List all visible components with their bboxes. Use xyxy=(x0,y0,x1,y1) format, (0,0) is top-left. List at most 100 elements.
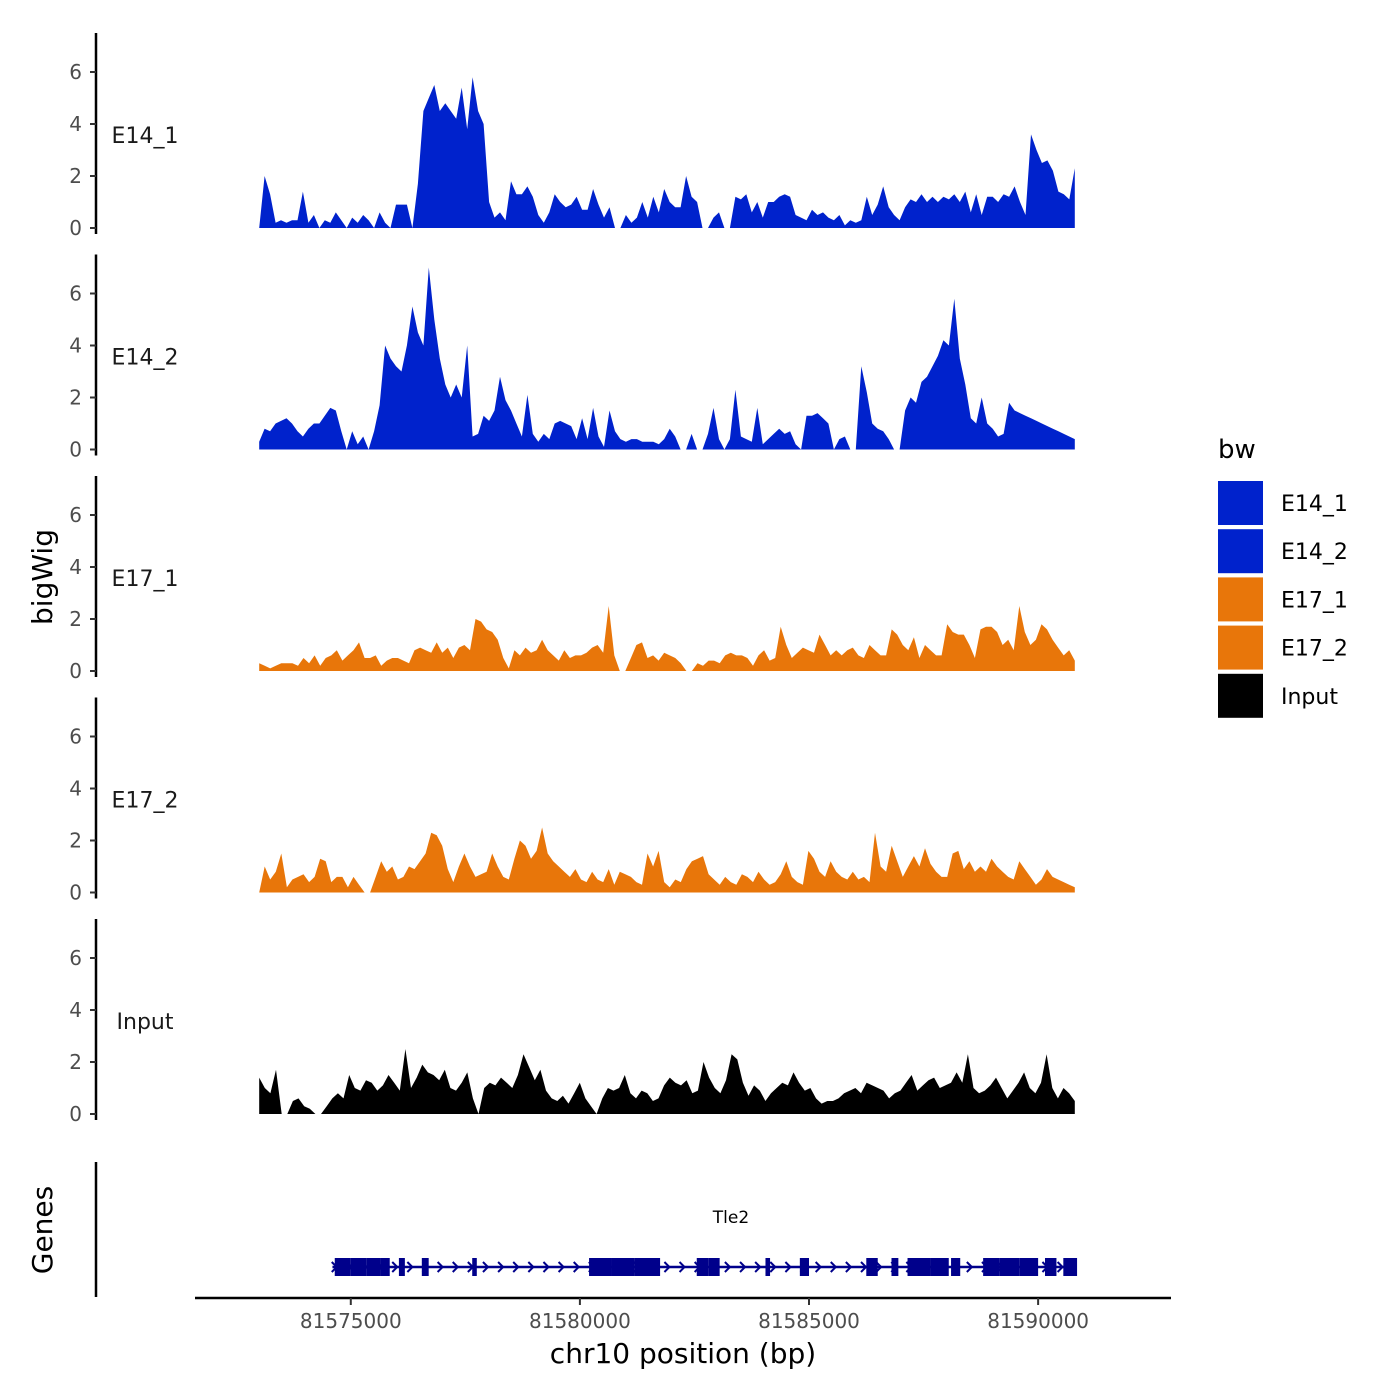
legend-key-E17_1 xyxy=(1218,577,1263,622)
strand-arrow xyxy=(739,1261,747,1273)
x-tick-label: 81575000 xyxy=(300,1309,402,1333)
y-axis-title: bigWig xyxy=(26,529,59,625)
track-label: E17_1 xyxy=(112,567,179,592)
y-tick-label: 0 xyxy=(69,438,82,462)
signal-area-E17_2 xyxy=(259,827,1075,893)
gene-exon xyxy=(350,1258,367,1276)
gene-exon xyxy=(1019,1258,1039,1276)
strand-arrow xyxy=(436,1261,445,1273)
gene-exon xyxy=(334,1258,351,1276)
strand-arrow xyxy=(754,1261,762,1273)
gene-exon xyxy=(1044,1258,1057,1276)
y-tick-label: 4 xyxy=(69,998,82,1022)
gene-exon xyxy=(1063,1258,1078,1276)
x-tick-label: 81585000 xyxy=(758,1309,860,1333)
gene-exon xyxy=(891,1258,899,1276)
strand-arrow xyxy=(391,1261,399,1273)
track-label: E17_2 xyxy=(112,789,179,814)
track-label: Input xyxy=(117,1010,174,1035)
gene-exon xyxy=(708,1258,720,1276)
strand-arrow xyxy=(875,1261,883,1273)
legend-label: E14_1 xyxy=(1281,492,1348,517)
y-tick-label: 2 xyxy=(69,164,82,188)
gene-exon xyxy=(799,1258,810,1276)
y-tick-label: 0 xyxy=(69,1102,82,1126)
strand-arrow xyxy=(663,1261,671,1273)
gene-exon xyxy=(380,1258,390,1276)
strand-arrow xyxy=(966,1261,974,1273)
gene-exon xyxy=(611,1258,635,1276)
y-tick-label: 6 xyxy=(69,60,82,84)
y-tick-label: 4 xyxy=(69,334,82,358)
track-E17_2: 0 2 4 6 E17_2 xyxy=(69,697,1075,905)
y-tick-label: 6 xyxy=(69,503,82,527)
gene-exon xyxy=(421,1258,429,1276)
signal-area-E14_1 xyxy=(259,77,1075,228)
gene-exon xyxy=(765,1258,771,1276)
x-tick-label: 81590000 xyxy=(987,1309,1089,1333)
track-E14_1: 0 2 4 6 E14_1 xyxy=(69,33,1075,240)
track-Input: 0 2 4 6 Input xyxy=(69,919,1075,1126)
gene-exon xyxy=(366,1258,381,1276)
gene-exon xyxy=(472,1258,477,1276)
strand-arrow xyxy=(1056,1261,1064,1273)
legend-label: E17_1 xyxy=(1281,588,1348,613)
strand-arrow xyxy=(572,1261,581,1273)
x-axis-title: chr10 position (bp) xyxy=(550,1337,816,1370)
strand-arrow xyxy=(406,1261,414,1273)
y-tick-label: 0 xyxy=(69,659,82,683)
strand-arrow xyxy=(678,1261,686,1273)
strand-arrow xyxy=(784,1261,792,1273)
track-E14_2: 0 2 4 6 E14_2 xyxy=(69,254,1075,462)
strand-arrow xyxy=(860,1261,868,1273)
legend-key-E14_1 xyxy=(1218,481,1263,525)
strand-arrow xyxy=(830,1261,838,1273)
genes-axis-title: Genes xyxy=(26,1186,59,1274)
y-tick-label: 4 xyxy=(69,112,82,136)
gene-exon xyxy=(999,1258,1020,1276)
y-tick-label: 2 xyxy=(69,386,82,410)
strand-arrow xyxy=(845,1261,853,1273)
x-axis: 81575000 81580000 81585000 81590000 xyxy=(195,1296,1171,1333)
gene-exon xyxy=(696,1258,709,1276)
strand-arrow xyxy=(497,1261,505,1273)
gene-exon xyxy=(589,1258,612,1276)
gene-name-label: Tle2 xyxy=(712,1208,749,1228)
y-tick-label: 6 xyxy=(69,725,82,749)
legend-label: E14_2 xyxy=(1281,540,1348,565)
signal-area-Input xyxy=(259,1049,1075,1114)
y-tick-label: 4 xyxy=(69,777,82,801)
legend-key-E14_2 xyxy=(1218,529,1263,574)
y-tick-label: 2 xyxy=(69,607,82,631)
strand-arrow xyxy=(724,1261,732,1273)
gene-model xyxy=(331,1258,1078,1276)
track-label: E14_1 xyxy=(112,124,179,149)
legend-key-E17_2 xyxy=(1218,625,1263,670)
gene-exon xyxy=(398,1258,405,1276)
track-E17_1: 0 2 4 6 E17_1 xyxy=(69,476,1075,683)
gene-exon xyxy=(907,1258,931,1276)
gene-exon xyxy=(983,1258,1000,1276)
y-tick-label: 2 xyxy=(69,1050,82,1074)
y-tick-label: 2 xyxy=(69,829,82,853)
legend: bw E14_1 E14_2 E17_1 E17_2 Input xyxy=(1218,435,1348,718)
strand-arrow xyxy=(814,1261,823,1273)
y-tick-label: 4 xyxy=(69,555,82,579)
track-label: E14_2 xyxy=(112,346,179,371)
strand-arrow xyxy=(512,1261,520,1273)
strand-arrow xyxy=(482,1261,490,1273)
strand-arrow xyxy=(542,1261,550,1273)
strand-arrow xyxy=(557,1261,565,1273)
signal-tracks: 0 2 4 6 E14_1 0 2 4 6 E14_2 0 2 4 6 E17_1 0 2 4 6 E17_2 0 2 4 6… xyxy=(69,33,1075,1126)
y-tick-label: 0 xyxy=(69,216,82,240)
legend-label: Input xyxy=(1281,685,1338,710)
y-tick-label: 6 xyxy=(69,946,82,970)
legend-label: E17_2 xyxy=(1281,637,1348,662)
legend-key-Input xyxy=(1218,673,1263,718)
gene-exon xyxy=(634,1258,661,1276)
gene-exon xyxy=(930,1258,949,1276)
strand-arrow xyxy=(452,1261,460,1273)
signal-area-E14_2 xyxy=(259,267,1075,450)
legend-title: bw xyxy=(1218,435,1256,465)
